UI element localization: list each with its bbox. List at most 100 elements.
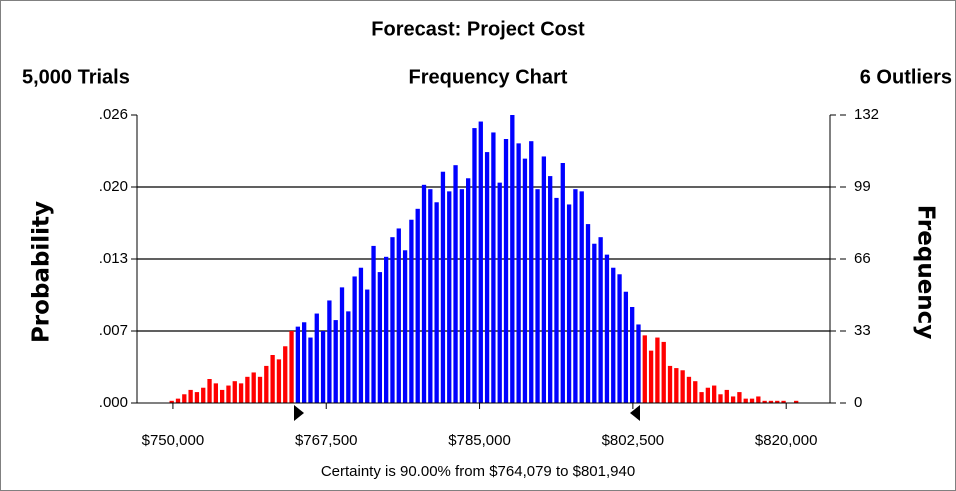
- bar: [175, 398, 181, 403]
- bar: [421, 184, 427, 403]
- bar: [402, 250, 408, 403]
- bar: [686, 376, 692, 403]
- bar: [289, 331, 294, 403]
- bar: [705, 387, 711, 403]
- y2-tick-label: 66: [854, 250, 871, 267]
- bar: [245, 376, 250, 403]
- bar: [251, 372, 256, 403]
- chart-title: Forecast: Project Cost: [371, 18, 585, 40]
- y-tick-label: .026: [99, 106, 128, 123]
- bar: [440, 171, 446, 403]
- certainty-text: Certainty is 90.00% from $764,079 to $80…: [321, 463, 635, 480]
- bar: [327, 300, 332, 403]
- bar: [598, 237, 603, 403]
- bar: [188, 389, 193, 403]
- bar: [655, 337, 660, 403]
- y2-axis-label: Frequency: [913, 205, 939, 340]
- bar: [510, 115, 515, 403]
- bar: [604, 254, 610, 403]
- bar: [491, 132, 496, 404]
- bar: [762, 400, 767, 403]
- bar: [592, 243, 597, 403]
- bar: [276, 359, 282, 403]
- bar: [743, 398, 748, 403]
- bar: [346, 311, 351, 403]
- bar: [636, 324, 641, 403]
- bar: [775, 400, 780, 403]
- bar: [680, 370, 685, 403]
- bar: [194, 392, 200, 403]
- outliers-label: 6 Outliers: [860, 66, 952, 88]
- bar: [529, 141, 534, 403]
- certainty-low-marker: [294, 405, 304, 421]
- bar: [409, 219, 414, 403]
- bar: [667, 365, 673, 403]
- bar: [220, 389, 225, 403]
- bar: [201, 387, 206, 403]
- x-tick-label: $802,500: [602, 432, 665, 449]
- bar: [781, 400, 786, 403]
- bar: [585, 224, 591, 403]
- bar: [459, 189, 465, 403]
- bar: [257, 376, 263, 403]
- bar: [712, 385, 717, 403]
- bar: [264, 365, 269, 403]
- bar: [724, 389, 729, 403]
- y2-tick-label: 132: [854, 106, 879, 123]
- bar: [358, 267, 364, 403]
- y-tick-label: .000: [99, 394, 128, 411]
- bar: [516, 143, 521, 403]
- bar: [648, 350, 654, 403]
- bar: [472, 128, 477, 403]
- bar: [497, 182, 502, 403]
- bar: [333, 320, 338, 403]
- bar: [566, 204, 572, 403]
- bar: [232, 381, 237, 403]
- bar: [579, 191, 584, 403]
- bar: [484, 152, 490, 403]
- bar: [213, 383, 219, 403]
- bar: [617, 274, 622, 403]
- bar: [352, 276, 357, 403]
- bar: [699, 392, 704, 403]
- bar: [270, 355, 275, 403]
- bar: [478, 121, 483, 403]
- y-tick-label: .020: [99, 178, 128, 195]
- y2-tick-label: 99: [854, 178, 871, 195]
- bar: [661, 341, 666, 403]
- bar: [756, 396, 761, 403]
- bar: [302, 322, 307, 403]
- bar: [573, 189, 578, 403]
- x-tick-label: $820,000: [755, 432, 818, 449]
- bar: [674, 368, 679, 403]
- bar: [768, 400, 774, 403]
- y-axis-label: Probability: [29, 201, 55, 343]
- y-tick-label: .007: [99, 322, 128, 339]
- bar: [384, 256, 389, 403]
- x-tick-label: $785,000: [448, 432, 511, 449]
- bar: [314, 313, 319, 403]
- bar: [295, 326, 301, 403]
- x-tick-label: $767,500: [295, 432, 358, 449]
- bar: [611, 267, 616, 403]
- bar: [623, 291, 629, 403]
- bar: [548, 176, 553, 403]
- bar: [630, 307, 635, 403]
- y-tick-label: .013: [99, 250, 128, 267]
- bar: [749, 398, 755, 403]
- bar: [794, 400, 799, 403]
- y2-tick-label: 0: [854, 394, 862, 411]
- bar: [730, 396, 736, 403]
- bar: [466, 178, 471, 403]
- chart-subtitle: Frequency Chart: [409, 66, 568, 88]
- bar: [434, 202, 439, 403]
- bar: [554, 197, 559, 403]
- bar: [365, 289, 370, 403]
- bar: [415, 208, 420, 403]
- bar: [396, 228, 401, 403]
- bar: [238, 383, 244, 403]
- bar: [169, 400, 174, 403]
- bar: [339, 287, 345, 403]
